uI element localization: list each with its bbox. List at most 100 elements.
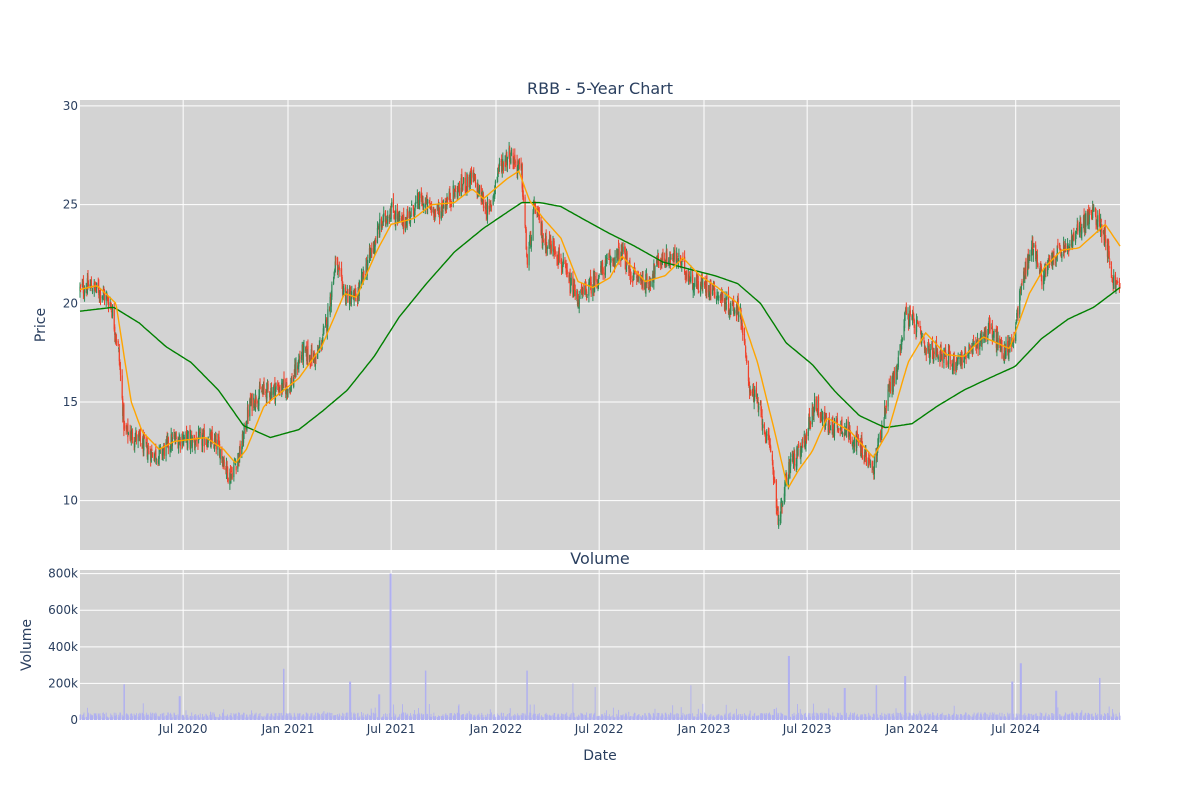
candle-body [744, 340, 746, 345]
volume-bar [126, 713, 128, 720]
candle-body [146, 444, 148, 457]
candle-body [632, 279, 634, 283]
volume-bar [433, 712, 435, 720]
candle-body [342, 290, 344, 297]
volume-bar [342, 712, 344, 720]
volume-bar [1005, 717, 1007, 720]
volume-bar [165, 715, 167, 720]
volume-bar [266, 713, 268, 720]
candle-body [598, 275, 600, 277]
volume-bar [851, 714, 853, 720]
volume-bar [940, 713, 942, 720]
volume-bar [219, 714, 221, 720]
volume-bar [147, 714, 149, 720]
candle-body [646, 276, 648, 284]
volume-bar [271, 713, 272, 720]
volume-bar [545, 714, 547, 720]
candle-body [322, 337, 324, 345]
volume-bar [1003, 716, 1005, 720]
candle-body [343, 288, 345, 292]
candle-body [410, 208, 412, 217]
volume-bar [359, 716, 361, 720]
candle-body [413, 213, 416, 218]
volume-bar [185, 710, 187, 720]
volume-bar [145, 714, 147, 720]
volume-bar [716, 714, 718, 720]
candle-body [107, 297, 109, 303]
volume-y-axis-title: Volume [19, 619, 35, 671]
candle-body [1069, 243, 1071, 247]
candle-body [113, 309, 115, 330]
volume-bar [347, 712, 349, 720]
candle-body [729, 311, 731, 315]
volume-bar [665, 714, 667, 720]
volume-bar [255, 712, 257, 720]
volume-bar [842, 715, 843, 720]
candle-body [622, 246, 624, 252]
candle-body [596, 278, 598, 283]
volume-bar [632, 716, 634, 720]
candle-body [959, 357, 961, 359]
candle-body [1000, 342, 1003, 344]
candle-body [185, 432, 187, 439]
candle-body [202, 432, 204, 437]
volume-bar [545, 712, 547, 720]
candle-body [537, 211, 539, 215]
volume-bar [899, 712, 901, 720]
candle-body [1055, 262, 1057, 264]
volume-bar [813, 712, 815, 720]
candle-body [746, 360, 748, 363]
volume-bar [1051, 713, 1053, 720]
candle-body [755, 387, 758, 398]
candle-body [298, 358, 300, 363]
candle-body [786, 477, 788, 484]
candle-body [385, 218, 387, 223]
candle-body [119, 368, 122, 375]
volume-bar [1047, 717, 1049, 720]
volume-bar [789, 655, 790, 720]
volume-bar [605, 716, 607, 720]
volume-bar [973, 716, 974, 720]
volume-bar [354, 713, 356, 720]
candle-body [385, 220, 388, 223]
volume-bar [594, 712, 596, 720]
volume-bar [653, 713, 655, 720]
volume-bar [370, 708, 372, 720]
volume-bar [995, 714, 997, 720]
volume-bar [909, 713, 911, 720]
candle-body [91, 290, 93, 292]
volume-bar [440, 715, 442, 720]
volume-bar [314, 716, 316, 720]
volume-bar [514, 713, 516, 720]
price-plot-background [80, 100, 1120, 550]
candle-body [1100, 218, 1102, 231]
candle-body [554, 249, 556, 254]
volume-bar [937, 713, 939, 720]
candle-body [253, 400, 255, 409]
candle-body [928, 345, 930, 358]
volume-bar [123, 684, 125, 720]
volume-bar [302, 716, 304, 720]
candle-body [317, 349, 319, 360]
volume-bar [664, 717, 666, 720]
volume-bar [872, 713, 874, 720]
candle-body [89, 283, 91, 289]
candle-body [429, 201, 431, 208]
candle-body [506, 157, 508, 166]
candle-body [1033, 244, 1035, 248]
volume-bar [1035, 713, 1037, 720]
x-tick-label: Jan 2024 [885, 722, 939, 736]
candle-body [492, 196, 494, 206]
candle-body [1035, 244, 1037, 260]
volume-bar [835, 717, 837, 720]
volume-bar [602, 715, 604, 720]
candle-body [907, 313, 909, 315]
volume-bar [638, 714, 640, 720]
volume-bar [742, 716, 744, 720]
candle-body [738, 315, 740, 318]
volume-bar [207, 715, 209, 720]
volume-bar [450, 717, 452, 720]
candle-body [194, 444, 196, 449]
volume-bar [1071, 711, 1073, 720]
volume-bar [1011, 681, 1013, 720]
